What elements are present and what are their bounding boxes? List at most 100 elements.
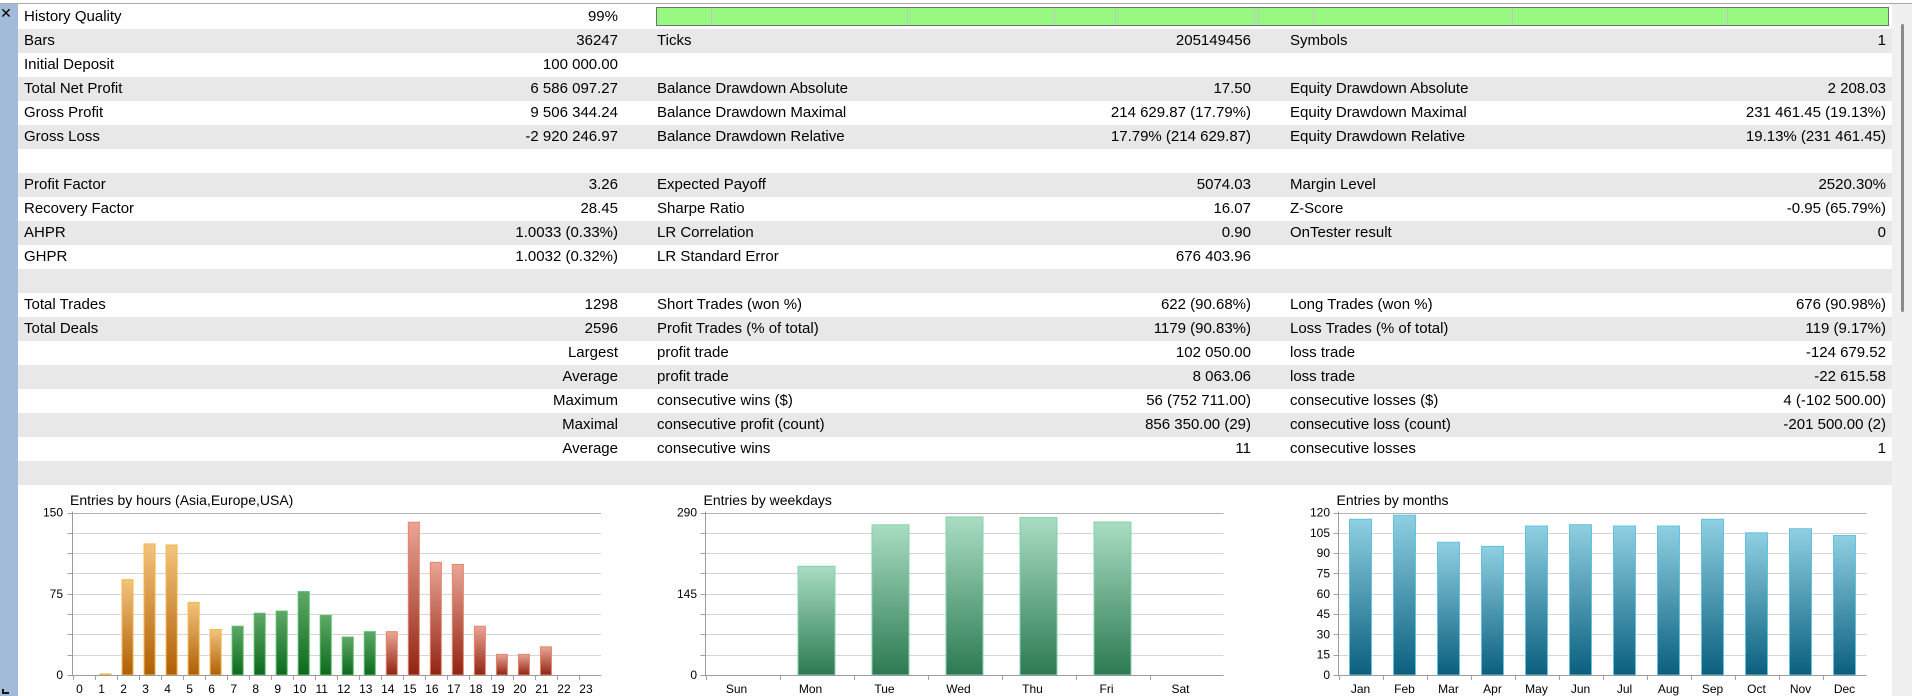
weekdays-chart: Entries by weekdays 0 145 290 Sun Mon Tue Wed Th… (677, 492, 1224, 696)
symbols-label: Symbols (1290, 32, 1348, 49)
average-consecutive-wins-value: 11 (1235, 440, 1251, 457)
quality-segment-divider (1254, 8, 1255, 25)
average-consecutive-losses-value: 1 (1877, 440, 1886, 457)
balance-drawdown-absolute-label: Balance Drawdown Absolute (657, 80, 848, 97)
entries-charts: Entries by hours (Asia,Europe,USA)075150… (43, 492, 1867, 696)
months-bar-jan (1349, 518, 1372, 676)
row-ghpr: GHPR 1.0032 (0.32%) LR Standard Error 67… (18, 245, 1892, 269)
hours-bar-20 (517, 653, 530, 676)
max-consecutive-losses-value: 4 (-102 500.00) (1783, 392, 1886, 409)
lr-correlation-label: LR Correlation (657, 224, 754, 241)
z-score-label: Z-Score (1290, 200, 1344, 217)
row-initial-deposit: Initial Deposit 100 000.00 (18, 53, 1892, 77)
x-tick-label: 15 (403, 682, 417, 696)
hours-bar-10 (297, 591, 310, 676)
months-bar-may (1525, 525, 1548, 676)
history-quality-bar (656, 7, 1889, 26)
hours-bar-6 (209, 629, 222, 676)
row-history-quality: History Quality 99% (18, 5, 1892, 29)
x-tick-label: 4 (164, 682, 171, 696)
blank-row (18, 461, 1892, 485)
average-profit-trade-label: profit trade (657, 368, 729, 385)
x-tick-label: 13 (359, 682, 373, 696)
expected-payoff-value: 5074.03 (1196, 176, 1251, 193)
gross-profit-value: 9 506 344.24 (530, 104, 618, 121)
hours-bar-21 (539, 646, 552, 676)
gross-loss-label: Gross Loss (24, 128, 100, 145)
quality-segment-divider (1313, 8, 1314, 25)
quality-segment-divider (1054, 8, 1055, 25)
x-tick-label: 1 (98, 682, 105, 696)
x-tick-label: Jun (1571, 682, 1590, 696)
months-bar-dec (1833, 535, 1856, 676)
average-loss-trade-label: loss trade (1290, 368, 1356, 385)
quality-segment-divider (1258, 8, 1259, 25)
margin-level-value: 2520.30% (1818, 176, 1886, 193)
balance-drawdown-maximal-value: 214 629.87 (17.79%) (1110, 104, 1251, 121)
ontester-result-label: OnTester result (1290, 224, 1392, 241)
x-tick-label: Tue (874, 682, 895, 696)
initial-deposit-value: 100 000.00 (542, 56, 618, 73)
balance-drawdown-relative-label: Balance Drawdown Relative (657, 128, 845, 145)
total-trades-value: 1298 (584, 296, 618, 313)
x-tick-label: 16 (425, 682, 439, 696)
total-deals-label: Total Deals (24, 320, 99, 337)
recovery-factor-value: 28.45 (580, 200, 618, 217)
x-tick-label: 10 (293, 682, 307, 696)
months-bar-jun (1569, 524, 1592, 676)
hours-bar-16 (429, 561, 442, 676)
total-deals-value: 2596 (584, 320, 618, 337)
average-loss-trade-value: -22 615.58 (1814, 368, 1886, 385)
months-chart: Entries by months 0 15 30 45 60 75 90 105 120 Jan F… (1310, 492, 1867, 696)
x-tick-label: Sep (1702, 682, 1724, 696)
short-trades-label: Short Trades (won %) (657, 296, 803, 313)
y-tick-label: 290 (677, 506, 697, 520)
equity-drawdown-maximal-value: 231 461.45 (19.13%) (1745, 104, 1886, 121)
months-bar-oct (1745, 532, 1768, 676)
sharpe-ratio-label: Sharpe Ratio (657, 200, 745, 217)
hours-bar-17 (451, 564, 464, 676)
y-tick-label: 90 (1317, 546, 1331, 560)
vertical-scrollbar[interactable] (1892, 4, 1912, 696)
y-tick-label: 150 (43, 506, 63, 520)
average-consecutive-wins-label: consecutive wins (657, 440, 771, 457)
hours-bar-15 (407, 521, 420, 676)
side-panel-strip (0, 4, 18, 696)
bars-value: 36247 (576, 32, 618, 49)
long-trades-value: 676 (90.98%) (1795, 296, 1886, 313)
profit-factor-label: Profit Factor (24, 176, 106, 193)
close-icon[interactable]: ✕ (0, 6, 12, 22)
max-consecutive-wins-label: consecutive wins ($) (657, 392, 793, 409)
hours-bar-14 (385, 631, 398, 676)
backtest-report-table: History Quality 99% Bars 36247 Ticks 205… (18, 5, 1892, 485)
expected-payoff-label: Expected Payoff (657, 176, 766, 193)
weekdays-bar-thu (1019, 517, 1058, 676)
quality-segment-divider (1115, 8, 1116, 25)
row-maximal: Maximal consecutive profit (count) 856 3… (18, 413, 1892, 437)
row-total-deals: Total Deals 2596 Profit Trades (% of tot… (18, 317, 1892, 341)
x-tick-label: 23 (579, 682, 593, 696)
hours-bar-1 (99, 673, 112, 676)
x-tick-label: Jul (1617, 682, 1632, 696)
scrollbar-thumb[interactable] (1901, 24, 1904, 312)
hours-bar-2 (121, 579, 134, 676)
x-tick-label: 2 (120, 682, 127, 696)
months-bar-aug (1657, 525, 1680, 676)
largest-profit-trade-value: 102 050.00 (1175, 344, 1251, 361)
ticks-value: 205149456 (1175, 32, 1251, 49)
hours-bar-18 (473, 625, 486, 676)
short-trades-value: 622 (90.68%) (1160, 296, 1251, 313)
x-tick-label: Oct (1747, 682, 1766, 696)
balance-drawdown-relative-value: 17.79% (214 629.87) (1110, 128, 1251, 145)
x-tick-label: Thu (1022, 682, 1043, 696)
x-tick-label: 12 (337, 682, 351, 696)
ahpr-label: AHPR (24, 224, 66, 241)
x-tick-label: Mar (1438, 682, 1459, 696)
x-tick-label: 19 (491, 682, 505, 696)
y-tick-label: 0 (690, 668, 697, 682)
margin-level-label: Margin Level (1290, 176, 1376, 193)
y-tick-label: 75 (1317, 566, 1331, 580)
row-profit-factor: Profit Factor 3.26 Expected Payoff 5074.… (18, 173, 1892, 197)
x-tick-label: 11 (316, 682, 329, 696)
equity-drawdown-relative-label: Equity Drawdown Relative (1290, 128, 1466, 145)
